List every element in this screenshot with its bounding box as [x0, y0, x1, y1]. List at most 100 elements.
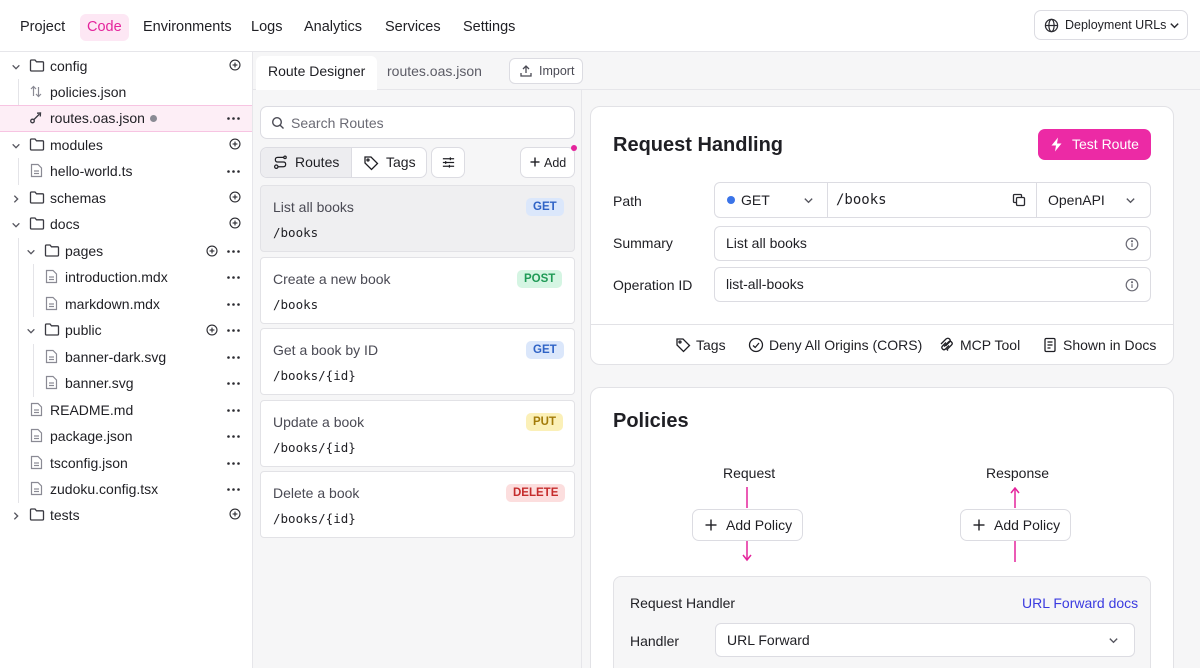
- tree-file-policies[interactable]: policies.json: [0, 79, 252, 106]
- more-options-icon[interactable]: [227, 382, 240, 385]
- info-icon[interactable]: [1125, 237, 1139, 251]
- more-options-icon[interactable]: [227, 303, 240, 306]
- file-icon: [30, 455, 43, 470]
- add-file-icon[interactable]: [229, 59, 241, 71]
- tab-routes-oas-json[interactable]: routes.oas.json: [387, 63, 482, 79]
- plus-icon: [973, 519, 985, 531]
- tree-folder-pages[interactable]: pages: [0, 238, 252, 265]
- test-route-button[interactable]: Test Route: [1038, 129, 1151, 160]
- summary-field[interactable]: List all books: [714, 226, 1151, 261]
- more-options-icon[interactable]: [227, 276, 240, 279]
- tree-file-introduction[interactable]: introduction.mdx: [0, 264, 252, 291]
- tree-file-markdown[interactable]: markdown.mdx: [0, 291, 252, 318]
- nav-settings[interactable]: Settings: [463, 19, 516, 35]
- tree-label: hello-world.ts: [50, 163, 133, 179]
- chevron-down-icon[interactable]: [26, 326, 36, 336]
- operation-id-field[interactable]: list-all-books: [714, 267, 1151, 302]
- more-options-icon[interactable]: [227, 170, 240, 173]
- add-file-icon[interactable]: [229, 138, 241, 150]
- tree-folder-modules[interactable]: modules: [0, 132, 252, 159]
- tree-file-banner-dark[interactable]: banner-dark.svg: [0, 344, 252, 371]
- route-item[interactable]: Create a new book POST /books: [260, 257, 575, 324]
- tab-route-designer[interactable]: Route Designer: [256, 56, 378, 90]
- more-options-icon[interactable]: [227, 435, 240, 438]
- nav-environments[interactable]: Environments: [143, 19, 232, 35]
- chevron-down-icon[interactable]: [26, 247, 36, 257]
- request-handler-section: Request Handler URL Forward docs Handler…: [613, 576, 1151, 668]
- file-icon: [30, 428, 43, 443]
- filter-button[interactable]: [431, 147, 465, 178]
- tree-folder-schemas[interactable]: schemas: [0, 185, 252, 212]
- routes-panel: Routes Tags Add List all books GET /book…: [253, 90, 582, 668]
- deployment-urls-button[interactable]: Deployment URLs: [1034, 10, 1188, 40]
- operation-id-value: list-all-books: [726, 276, 804, 292]
- more-options-icon[interactable]: [227, 356, 240, 359]
- tree-file-tsconfig[interactable]: tsconfig.json: [0, 450, 252, 477]
- chevron-down-icon[interactable]: [11, 62, 21, 72]
- tree-folder-docs[interactable]: docs: [0, 211, 252, 238]
- add-response-policy-button[interactable]: Add Policy: [960, 509, 1071, 541]
- tree-file-routes-oas[interactable]: routes.oas.json: [0, 105, 252, 132]
- shown-in-docs-label: Shown in Docs: [1063, 337, 1157, 353]
- tree-file-banner[interactable]: banner.svg: [0, 370, 252, 397]
- copy-icon[interactable]: [1012, 193, 1026, 207]
- tree-label: zudoku.config.tsx: [50, 481, 159, 497]
- more-options-icon[interactable]: [227, 329, 240, 332]
- add-file-icon[interactable]: [229, 191, 241, 203]
- add-file-icon[interactable]: [229, 508, 241, 520]
- route-item[interactable]: List all books GET /books: [260, 185, 575, 252]
- search-icon: [271, 116, 285, 130]
- nav-logs[interactable]: Logs: [251, 19, 283, 35]
- handler-select[interactable]: URL Forward: [715, 623, 1135, 657]
- more-options-icon[interactable]: [227, 117, 240, 120]
- nav-project[interactable]: Project: [20, 19, 66, 35]
- tree-folder-config[interactable]: config: [0, 53, 252, 80]
- policies-title: Policies: [613, 410, 689, 432]
- tree-label: banner-dark.svg: [65, 349, 167, 365]
- search-routes-box[interactable]: [260, 106, 575, 139]
- chevron-down-icon[interactable]: [11, 141, 21, 151]
- search-routes-input[interactable]: [291, 113, 561, 133]
- nav-code[interactable]: Code: [80, 14, 129, 41]
- nav-services[interactable]: Services: [385, 19, 441, 35]
- more-options-icon[interactable]: [227, 409, 240, 412]
- lightning-icon: [1050, 137, 1063, 152]
- chevron-down-icon[interactable]: [11, 220, 21, 230]
- chevron-right-icon[interactable]: [11, 194, 21, 204]
- route-item[interactable]: Update a book PUT /books/{id}: [260, 400, 575, 467]
- nav-analytics[interactable]: Analytics: [304, 19, 363, 35]
- folder-icon: [29, 190, 45, 205]
- path-input[interactable]: /books: [828, 183, 1037, 217]
- chevron-down-icon: [1125, 195, 1136, 206]
- tree-folder-public[interactable]: public: [0, 317, 252, 344]
- info-icon[interactable]: [1125, 278, 1139, 292]
- add-file-icon[interactable]: [206, 245, 218, 257]
- route-item[interactable]: Delete a book DELETE /books/{id}: [260, 471, 575, 538]
- tree-file-readme[interactable]: README.md: [0, 397, 252, 424]
- url-forward-docs-link[interactable]: URL Forward docs: [1022, 595, 1139, 611]
- more-options-icon[interactable]: [227, 488, 240, 491]
- route-item[interactable]: Get a book by ID GET /books/{id}: [260, 328, 575, 395]
- add-file-icon[interactable]: [229, 217, 241, 229]
- folder-icon: [44, 322, 60, 337]
- tags-view-button[interactable]: Tags: [352, 148, 426, 177]
- tree-label: schemas: [50, 190, 107, 206]
- routes-view-button[interactable]: Routes: [261, 148, 352, 177]
- summary-value: List all books: [726, 235, 807, 251]
- chevron-right-icon[interactable]: [11, 511, 21, 521]
- handler-value: URL Forward: [727, 632, 810, 648]
- tree-file-zudoku-config[interactable]: zudoku.config.tsx: [0, 476, 252, 503]
- more-options-icon[interactable]: [227, 250, 240, 253]
- tree-folder-tests[interactable]: tests: [0, 502, 252, 529]
- tree-file-hello-world[interactable]: hello-world.ts: [0, 158, 252, 185]
- file-icon: [45, 296, 58, 311]
- tree-file-package[interactable]: package.json: [0, 423, 252, 450]
- add-file-icon[interactable]: [206, 324, 218, 336]
- import-button[interactable]: Import: [509, 58, 583, 84]
- spec-select[interactable]: OpenAPI: [1037, 183, 1150, 217]
- more-options-icon[interactable]: [227, 462, 240, 465]
- method-select[interactable]: GET: [715, 183, 828, 217]
- add-request-policy-button[interactable]: Add Policy: [692, 509, 803, 541]
- add-route-button[interactable]: Add: [520, 147, 575, 178]
- add-policy-label: Add Policy: [726, 517, 793, 533]
